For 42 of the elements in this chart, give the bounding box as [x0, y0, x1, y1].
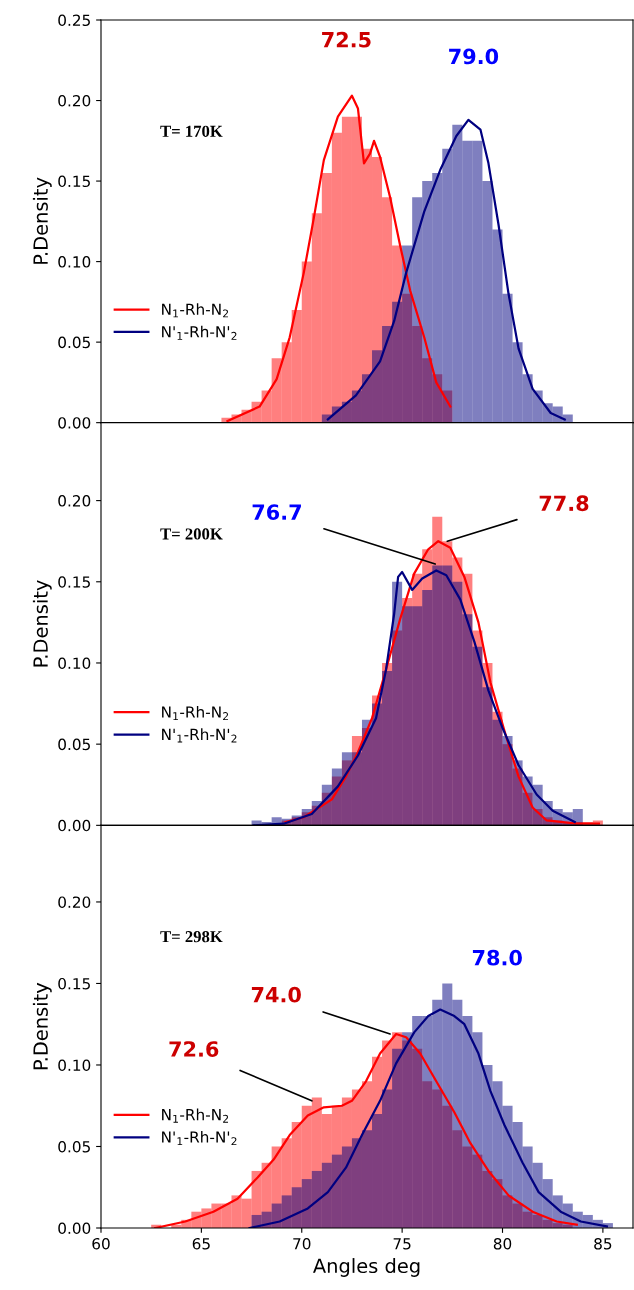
- text: T= 200K: [160, 528, 223, 540]
- y-tick-label: 0.00: [58, 417, 91, 429]
- annotation: 74.0: [251, 986, 301, 1003]
- y-tick-label: 0.10: [58, 1059, 91, 1071]
- annotation: 79.0: [449, 48, 499, 65]
- y-tick-label: 0.00: [58, 1222, 91, 1235]
- annotation: 77.8: [539, 495, 589, 512]
- x-tick-label: 70: [293, 1237, 311, 1250]
- y-axis-title: P.Density: [32, 580, 52, 667]
- y-tick-label: 0.15: [58, 175, 90, 188]
- x-tick-label: 75: [393, 1238, 411, 1250]
- annotation: 72.6: [169, 1041, 219, 1057]
- y-tick-label: 0.15: [58, 576, 90, 588]
- annotation: 76.7: [252, 504, 301, 520]
- y-tick-label: 0.25: [58, 14, 90, 27]
- x-axis-title: Angles deg: [313, 1258, 420, 1277]
- x-tick-label: 85: [594, 1237, 612, 1250]
- legend-label: N$_{1}$-Rh-N$_{2}$: [162, 705, 229, 721]
- y-tick-label: 0.10: [58, 657, 91, 669]
- y-tick-label: 0.10: [58, 256, 91, 268]
- legend-label: N'$_{1}$-Rh-N'$_{2}$: [162, 1131, 237, 1146]
- y-axis-title: P.Density: [32, 177, 52, 264]
- legend-label: N'$_{1}$-Rh-N'$_{2}$: [162, 728, 237, 743]
- y-tick-label: 0.00: [58, 819, 91, 832]
- legend-label: N$_{1}$-Rh-N$_{2}$: [162, 1108, 229, 1123]
- y-tick-label: 0.05: [58, 336, 90, 349]
- y-tick-label: 0.20: [58, 95, 91, 107]
- y-tick-label: 0.05: [58, 1140, 90, 1153]
- x-tick-label: 80: [493, 1237, 512, 1250]
- legend-label: N'$_{1}$-Rh-N'$_{2}$: [162, 325, 237, 340]
- legend-label: N$_{1}$-Rh-N$_{2}$: [162, 303, 229, 318]
- y-tick-label: 0.20: [58, 896, 91, 908]
- annotation: 78.0: [472, 949, 522, 966]
- x-tick-label: 65: [192, 1237, 210, 1250]
- y-axis-title: P.Density: [32, 982, 52, 1070]
- x-tick-label: 60: [92, 1237, 110, 1250]
- text: T= 170K: [160, 125, 223, 137]
- text: T= 298K: [160, 931, 223, 943]
- y-tick-label: 0.15: [58, 977, 90, 990]
- annotation: 72.5: [322, 31, 371, 48]
- y-tick-label: 0.05: [58, 738, 90, 751]
- y-tick-label: 0.20: [58, 495, 91, 507]
